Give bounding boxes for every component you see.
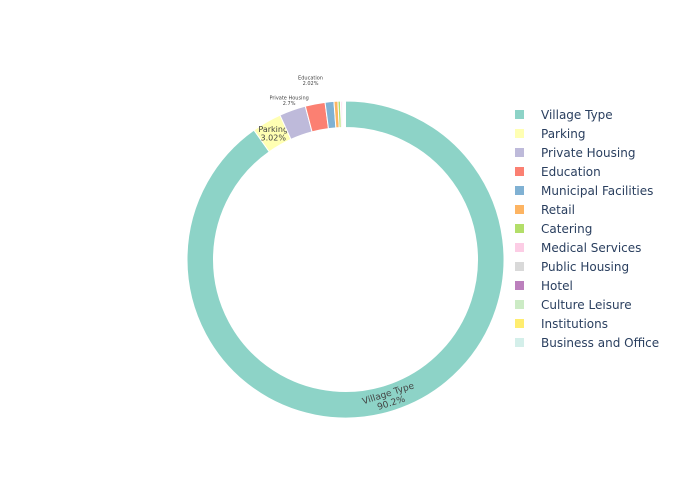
slice-label-percent: 2.02% bbox=[303, 81, 319, 87]
legend-item[interactable]: Public Housing bbox=[512, 257, 659, 276]
legend-label: Culture Leisure bbox=[541, 297, 632, 312]
legend-swatch bbox=[515, 167, 524, 176]
slice-village-type[interactable] bbox=[186, 100, 505, 419]
slice-label: Private Housing 2.7% bbox=[269, 96, 308, 108]
legend-item[interactable]: Institutions bbox=[512, 314, 659, 333]
legend-label: Medical Services bbox=[541, 240, 642, 255]
legend-swatch bbox=[515, 110, 524, 119]
legend-swatch bbox=[515, 186, 524, 195]
legend-swatch bbox=[515, 224, 524, 233]
legend-item[interactable]: Village Type bbox=[512, 105, 659, 124]
legend-item[interactable]: Municipal Facilities bbox=[512, 181, 659, 200]
legend-swatch bbox=[515, 338, 524, 347]
legend: Village Type Parking Private Housing Educat… bbox=[512, 105, 659, 352]
legend-label: Municipal Facilities bbox=[541, 183, 654, 198]
legend-label: Retail bbox=[541, 202, 575, 217]
slice-label-name: Parking bbox=[258, 125, 288, 134]
legend-swatch bbox=[515, 319, 524, 328]
legend-label: Institutions bbox=[541, 316, 608, 331]
slice-label-percent: 3.02% bbox=[261, 134, 287, 143]
legend-swatch bbox=[515, 205, 524, 214]
slice-label: Parking 3.02% bbox=[258, 125, 288, 143]
legend-item[interactable]: Private Housing bbox=[512, 143, 659, 162]
legend-swatch bbox=[515, 300, 524, 309]
slice-label: Education 2.02% bbox=[298, 75, 323, 87]
legend-label: Private Housing bbox=[541, 145, 636, 160]
slice-label-name: Private Housing bbox=[269, 96, 308, 102]
legend-label: Village Type bbox=[541, 107, 613, 122]
legend-item[interactable]: Education bbox=[512, 162, 659, 181]
legend-item[interactable]: Catering bbox=[512, 219, 659, 238]
slice-label-percent: 2.7% bbox=[283, 101, 296, 107]
slice-label-name: Education bbox=[298, 75, 323, 81]
legend-item[interactable]: Business and Office bbox=[512, 333, 659, 352]
legend-swatch bbox=[515, 281, 524, 290]
legend-swatch bbox=[515, 262, 524, 271]
legend-item[interactable]: Medical Services bbox=[512, 238, 659, 257]
legend-item[interactable]: Parking bbox=[512, 124, 659, 143]
legend-label: Parking bbox=[541, 126, 586, 141]
legend-item[interactable]: Retail bbox=[512, 200, 659, 219]
legend-label: Public Housing bbox=[541, 259, 630, 274]
legend-label: Hotel bbox=[541, 278, 573, 293]
legend-label: Catering bbox=[541, 221, 593, 236]
legend-item[interactable]: Hotel bbox=[512, 276, 659, 295]
legend-swatch bbox=[515, 148, 524, 157]
legend-swatch bbox=[515, 243, 524, 252]
legend-label: Business and Office bbox=[541, 335, 660, 350]
legend-swatch bbox=[515, 129, 524, 138]
legend-item[interactable]: Culture Leisure bbox=[512, 295, 659, 314]
legend-label: Education bbox=[541, 164, 601, 179]
